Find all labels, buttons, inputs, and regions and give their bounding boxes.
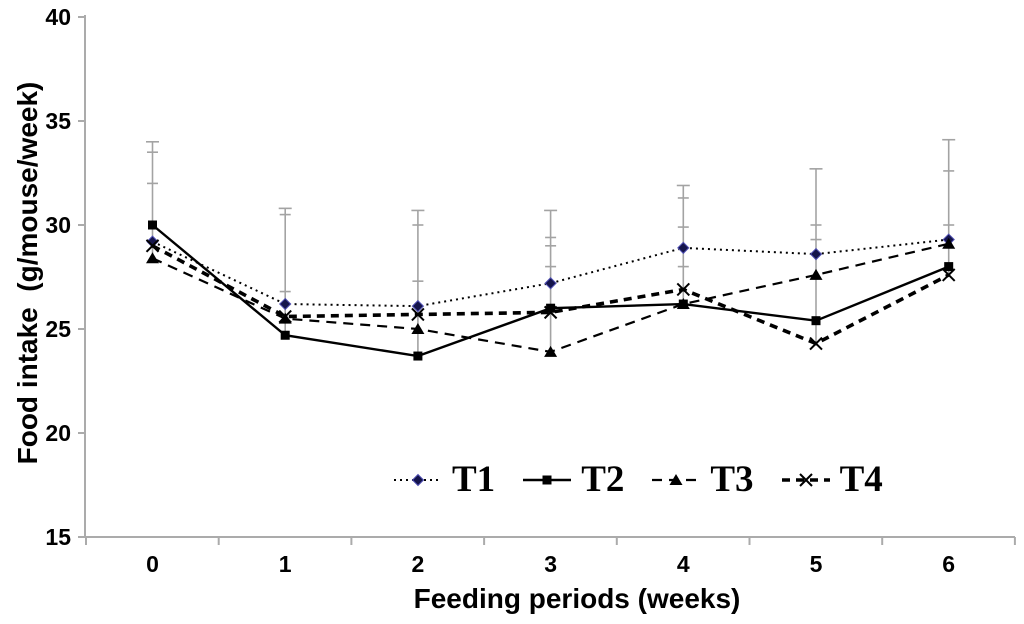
y-tick-label: 35 [45,108,71,134]
y-tick-label: 15 [45,524,71,550]
legend-label-t4: T4 [839,459,883,500]
y-tick-label: 20 [45,420,71,446]
y-tick-label: 25 [45,316,71,342]
x-tick-label: 2 [412,551,425,577]
legend-item-t1: T1 [393,461,495,498]
legend-label-t2: T2 [581,459,625,500]
legend-label-t3: T3 [710,459,754,500]
y-axis-title: Food intake (g/mouse/week) [12,81,43,465]
legend: T1 T2 T3 T4 [393,461,883,498]
legend-item-t2: T2 [522,461,624,498]
x-tick-label: 4 [677,551,690,577]
x-tick-label: 0 [146,551,159,577]
t4-line-marker-icon [781,472,830,487]
x-tick-label: 6 [942,551,955,577]
legend-label-t1: T1 [452,459,496,500]
t3-line-marker-icon [652,473,701,485]
t2-line-marker-icon [523,475,572,484]
y-tick-label: 40 [45,4,71,30]
x-tick-label: 5 [810,551,823,577]
legend-item-t4: T4 [781,461,883,498]
x-tick-label: 3 [544,551,557,577]
t1-line-marker-icon [394,473,442,486]
y-tick-label: 30 [45,212,71,238]
legend-item-t3: T3 [651,459,754,500]
x-tick-label: 1 [279,551,292,577]
x-axis-title: Feeding periods (weeks) [413,583,741,614]
